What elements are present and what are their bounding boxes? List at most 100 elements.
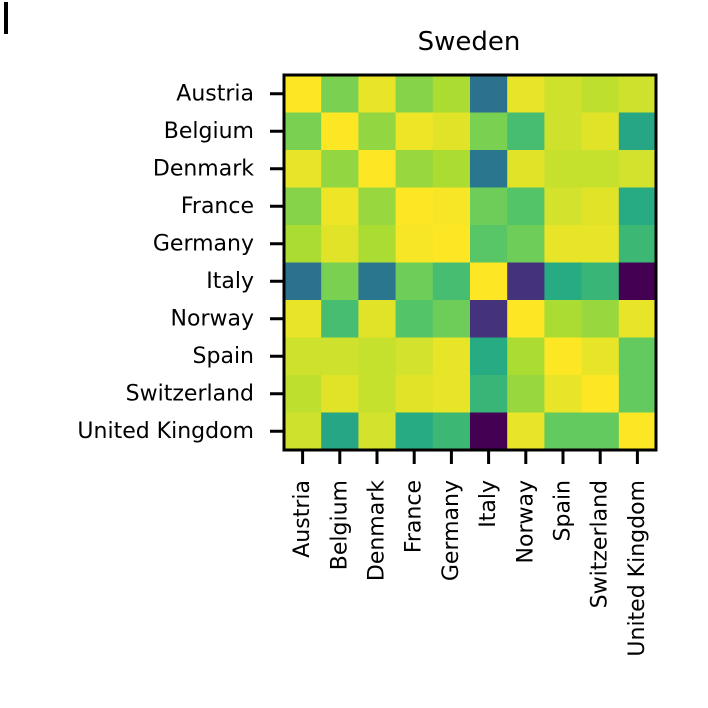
plot-frame [282,73,658,452]
cell-spain-denmark [358,337,397,376]
cell-belgium-germany [432,112,471,151]
y-tick-label-norway: Norway [171,306,254,331]
cell-belgium-france [395,112,434,151]
y-tick-label-switzerland: Switzerland [126,381,254,406]
cell-austria-switzerland [581,75,620,114]
cell-norway-denmark [358,300,397,339]
cell-italy-denmark [358,262,397,301]
cell-switzerland-austria [284,375,322,414]
cell-norway-austria [284,300,322,339]
x-tick-label-france: France [402,480,427,553]
cell-italy-switzerland [581,262,620,301]
cell-france-italy [470,187,508,226]
cell-france-switzerland [581,187,620,226]
cell-germany-united-kingdom [618,225,657,264]
cell-spain-spain [544,337,583,376]
cell-spain-united-kingdom [618,337,657,376]
cell-austria-spain [544,75,583,114]
cell-belgium-norway [507,112,545,151]
cell-italy-italy [470,262,508,301]
cell-germany-switzerland [581,225,620,264]
cell-france-germany [432,187,471,226]
cell-germany-norway [507,225,545,264]
x-tick-label-denmark: Denmark [365,480,390,581]
cell-austria-italy [470,75,508,114]
cell-norway-spain [544,300,583,339]
cell-france-austria [284,187,322,226]
cell-norway-germany [432,300,471,339]
cell-denmark-austria [284,150,322,189]
cell-spain-france [395,337,434,376]
x-tick-label-spain: Spain [551,480,576,541]
cell-austria-united-kingdom [618,75,657,114]
cell-spain-italy [470,337,508,376]
cell-belgium-spain [544,112,583,151]
y-tick-label-germany: Germany [153,231,254,256]
cell-france-norway [507,187,545,226]
x-tick-label-belgium: Belgium [327,480,352,570]
y-axis: Austria Belgium Denmark France Germany Italy N… [77,81,284,444]
x-tick-label-switzerland: Switzerland [588,480,613,608]
cell-norway-belgium [321,300,359,339]
cell-spain-austria [284,337,322,376]
cell-denmark-denmark [358,150,397,189]
y-tick-label-united-kingdom: United Kingdom [77,419,254,444]
cell-italy-germany [432,262,471,301]
cell-france-france [395,187,434,226]
y-tick-label-france: France [181,194,254,219]
cell-united-kingdom-austria [284,412,322,451]
cell-belgium-united-kingdom [618,112,657,151]
cell-belgium-italy [470,112,508,151]
x-tick-label-italy: Italy [476,480,501,528]
cell-germany-italy [470,225,508,264]
cell-austria-denmark [358,75,397,114]
x-axis: Austria Belgium Denmark France Germany Italy N… [290,450,650,657]
cell-austria-austria [284,75,322,114]
cell-switzerland-italy [470,375,508,414]
cell-norway-norway [507,300,545,339]
cell-united-kingdom-switzerland [581,412,620,451]
x-tick-label-austria: Austria [290,480,315,558]
cell-denmark-spain [544,150,583,189]
cell-france-united-kingdom [618,187,657,226]
y-tick-label-spain: Spain [193,344,254,369]
cell-italy-belgium [321,262,359,301]
cell-germany-france [395,225,434,264]
cell-austria-germany [432,75,471,114]
cell-united-kingdom-norway [507,412,545,451]
x-tick-label-united-kingdom: United Kingdom [625,480,650,657]
chart-title: Sweden [418,27,521,57]
cell-italy-france [395,262,434,301]
cell-united-kingdom-denmark [358,412,397,451]
cell-denmark-belgium [321,150,359,189]
cell-switzerland-france [395,375,434,414]
cell-germany-austria [284,225,322,264]
edge-mark [4,2,8,34]
y-tick-label-austria: Austria [176,81,254,106]
cell-denmark-norway [507,150,545,189]
y-tick-label-italy: Italy [206,269,254,294]
cell-austria-france [395,75,434,114]
cell-spain-norway [507,337,545,376]
cell-denmark-switzerland [581,150,620,189]
cell-germany-germany [432,225,471,264]
cell-france-belgium [321,187,359,226]
cell-switzerland-norway [507,375,545,414]
cell-switzerland-spain [544,375,583,414]
x-tick-label-norway: Norway [513,480,538,563]
cell-spain-belgium [321,337,359,376]
cell-norway-united-kingdom [618,300,657,339]
cell-united-kingdom-france [395,412,434,451]
cell-switzerland-switzerland [581,375,620,414]
cell-france-denmark [358,187,397,226]
cell-denmark-italy [470,150,508,189]
cell-italy-austria [284,262,322,301]
cell-norway-italy [470,300,508,339]
cell-germany-denmark [358,225,397,264]
cell-germany-belgium [321,225,359,264]
cell-belgium-denmark [358,112,397,151]
cell-denmark-france [395,150,434,189]
cell-norway-switzerland [581,300,620,339]
cell-spain-germany [432,337,471,376]
